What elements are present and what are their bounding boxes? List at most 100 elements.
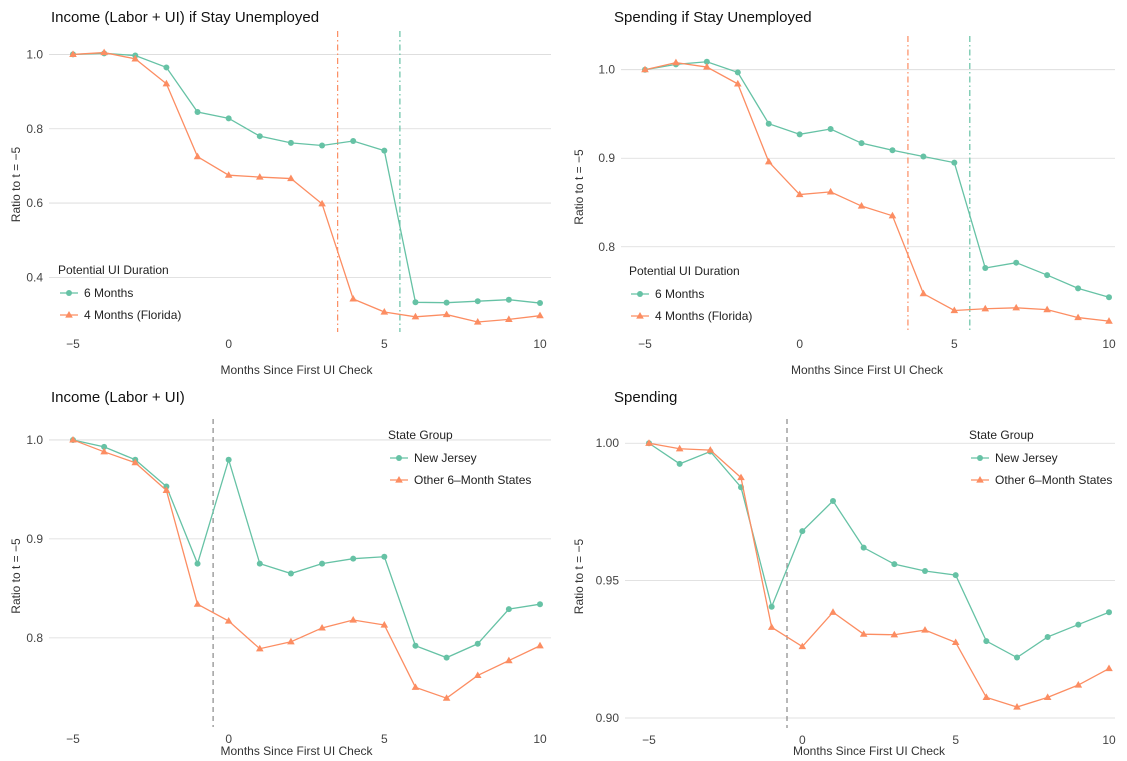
data-point [381, 553, 388, 560]
data-point [1043, 693, 1052, 700]
data-point [225, 456, 232, 463]
x-tick-label: −5 [638, 337, 652, 351]
y-tick-label: 0.6 [26, 196, 43, 210]
data-point [224, 171, 233, 178]
x-tick-label: 0 [225, 732, 232, 746]
y-tick-label: 0.90 [596, 711, 620, 725]
y-tick-label: 0.95 [596, 574, 620, 588]
legend-marker [65, 311, 73, 318]
data-point [411, 683, 420, 690]
data-point [1074, 681, 1083, 688]
y-tick-label: 0.9 [26, 532, 43, 546]
data-point [69, 50, 77, 58]
data-point [1074, 313, 1082, 321]
data-point [224, 617, 233, 624]
x-tick-label: 5 [381, 732, 388, 746]
data-point [734, 79, 742, 87]
legend-label: Other 6–Month States [995, 473, 1112, 487]
data-point [826, 187, 835, 195]
data-point [951, 159, 958, 166]
data-point [703, 63, 711, 70]
legend-label: 6 Months [655, 287, 704, 301]
data-point [888, 211, 897, 219]
legend-label: New Jersey [414, 451, 477, 465]
data-point [505, 315, 513, 322]
data-point [380, 620, 389, 628]
data-point [443, 299, 450, 306]
y-axis-label: Ratio to t = −5 [572, 538, 586, 614]
data-point [1013, 259, 1020, 266]
y-tick-label: 1.0 [598, 63, 615, 77]
data-point [193, 152, 202, 160]
data-point [380, 307, 389, 315]
data-point [799, 528, 806, 535]
data-point [889, 147, 896, 154]
data-point [536, 311, 544, 319]
data-point [69, 435, 77, 443]
data-point [474, 298, 481, 305]
data-point [798, 642, 807, 650]
legend-marker [66, 290, 72, 296]
data-point [857, 202, 866, 209]
data-point [411, 312, 420, 320]
x-axis-label: Months Since First UI Check [791, 363, 944, 377]
chart-title: Income (Labor + UI) if Stay Unemployed [51, 9, 319, 26]
data-point [645, 439, 653, 446]
x-tick-label: 0 [799, 733, 806, 747]
data-point [703, 58, 710, 65]
data-point [505, 656, 513, 664]
chart-panel-top-left: Income (Labor + UI) if Stay Unemployed 0.… [9, 9, 551, 377]
x-axis-label: Months Since First UI Check [793, 744, 946, 758]
data-point [1075, 621, 1082, 628]
data-point [287, 139, 294, 146]
data-point [536, 641, 544, 649]
data-point [319, 560, 326, 567]
series-line-2 [72, 51, 541, 323]
data-point [951, 638, 960, 646]
data-point [860, 544, 867, 551]
data-point [920, 153, 927, 160]
data-point [764, 157, 773, 165]
data-point [768, 603, 775, 610]
data-point [162, 486, 171, 494]
data-point [256, 644, 264, 652]
series-line-2 [72, 439, 541, 699]
data-point [350, 138, 357, 145]
data-point [830, 497, 836, 504]
data-point [952, 572, 959, 579]
y-tick-label: 1.0 [26, 433, 43, 447]
data-point [737, 473, 745, 481]
data-point [767, 623, 776, 630]
legend-title: State Group [388, 428, 453, 442]
data-point [859, 630, 868, 637]
x-tick-label: 0 [796, 337, 803, 351]
data-point [256, 173, 264, 180]
data-point [318, 623, 326, 631]
legend-marker [396, 455, 402, 461]
data-point [1106, 294, 1112, 301]
data-point [1105, 317, 1113, 324]
data-point [983, 638, 990, 645]
data-point [131, 54, 140, 62]
data-point [318, 199, 326, 207]
legend-marker [976, 476, 984, 483]
y-tick-label: 0.8 [26, 122, 43, 136]
legend-label: New Jersey [995, 451, 1058, 465]
data-point [1012, 303, 1020, 311]
chart-title: Spending if Stay Unemployed [614, 9, 812, 26]
data-point [1014, 654, 1020, 661]
data-point [287, 174, 295, 182]
y-tick-label: 0.8 [26, 631, 43, 645]
series-line-1 [72, 439, 541, 659]
data-point [950, 306, 959, 314]
data-point [675, 444, 684, 452]
data-point [412, 299, 419, 306]
data-point [162, 79, 171, 87]
data-point [100, 48, 108, 56]
data-point [891, 561, 898, 568]
data-point [194, 560, 201, 567]
data-point [981, 304, 990, 312]
data-point [1044, 633, 1051, 640]
x-tick-label: 5 [381, 337, 388, 351]
data-point [1106, 609, 1112, 616]
